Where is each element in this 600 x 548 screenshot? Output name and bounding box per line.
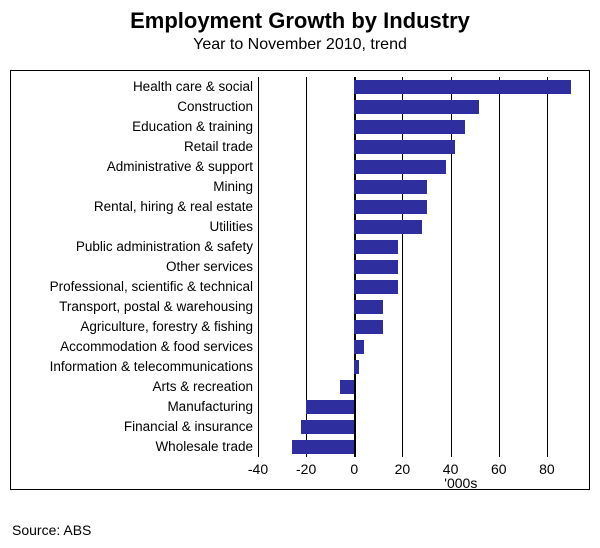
xtick-label: 0 [350,461,358,477]
xtick-label: 80 [539,461,555,477]
bar [354,340,364,354]
xtick-label: 60 [491,461,507,477]
category-label: Arts & recreation [152,380,253,394]
bar [306,400,354,414]
bar [354,200,426,214]
chart-subtitle: Year to November 2010, trend [0,36,600,54]
category-label: Public administration & safety [76,240,253,254]
category-label: Professional, scientific & technical [50,280,253,294]
grid-line [402,77,403,457]
grid-line [547,77,548,457]
xtick-label: 20 [395,461,411,477]
category-label: Manufacturing [167,400,253,414]
source-text: Source: ABS [12,522,91,538]
grid-line [258,77,259,457]
bar [354,120,465,134]
bar [354,220,421,234]
category-label: Wholesale trade [155,440,253,454]
grid-line [499,77,500,457]
category-label: Transport, postal & warehousing [59,300,253,314]
category-label: Financial & insurance [124,420,253,434]
grid-line [451,77,452,457]
bar [354,260,397,274]
plot-area [258,77,583,457]
category-label: Health care & social [133,80,253,94]
bar [292,440,355,454]
chart-frame: Health care & social Construction Educatio… [10,70,590,490]
bar [354,240,397,254]
xaxis-title: '000s [444,475,477,491]
bar [354,160,445,174]
chart-container: Employment Growth by Industry Year to No… [0,8,600,548]
category-label: Agriculture, forestry & fishing [80,320,253,334]
category-label: Accommodation & food services [60,340,253,354]
bar [340,380,354,394]
category-label: Utilities [209,220,253,234]
bar [354,320,383,334]
category-label: Rental, hiring & real estate [94,200,253,214]
bar [354,280,397,294]
xtick-label: -40 [248,461,268,477]
bar [354,180,426,194]
bar [301,420,354,434]
bar [354,300,383,314]
bar [354,360,359,374]
chart-title: Employment Growth by Industry [0,8,600,34]
category-label: Administrative & support [107,160,253,174]
category-label: Construction [177,100,253,114]
bar [354,140,455,154]
category-label: Mining [213,180,253,194]
bar [354,80,571,94]
category-label: Other services [166,260,253,274]
category-label: Information & telecommunications [50,360,253,374]
bar [354,100,479,114]
xtick-label: -20 [296,461,316,477]
category-label: Education & training [132,120,253,134]
category-label: Retail trade [184,140,253,154]
